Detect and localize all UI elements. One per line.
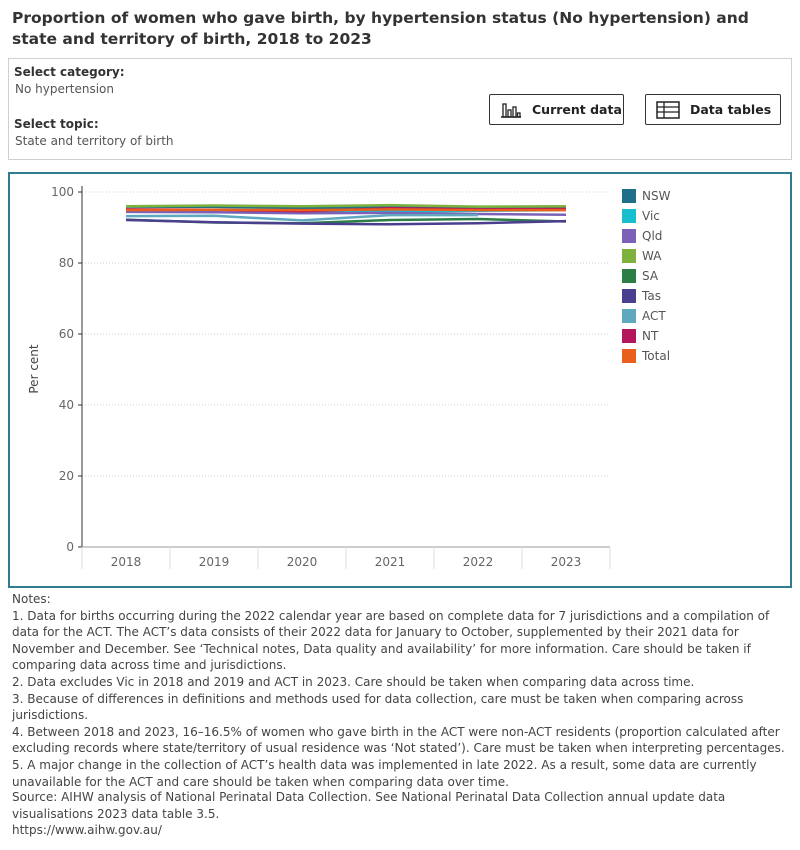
series-line-wa[interactable]	[125, 203, 567, 208]
note-item: 1. Data for births occurring during the …	[12, 608, 770, 673]
legend-item-nt[interactable]: NT	[622, 326, 670, 346]
legend-item-nsw[interactable]: NSW	[622, 186, 670, 206]
chart-legend: NSW Vic Qld WA SA Tas ACT NT Total	[622, 186, 670, 366]
current-data-button[interactable]: Current data	[489, 94, 624, 125]
series-line-qld[interactable]	[125, 210, 567, 216]
x-tick-labels: 2018 2019 2020 2021 2022 2023	[81, 547, 611, 569]
page-title: Proportion of women who gave birth, by h…	[12, 9, 749, 48]
legend-swatch	[622, 289, 636, 303]
y-tick-label: 20	[59, 469, 74, 483]
legend-label: Total	[642, 349, 671, 363]
note-item: 5. A major change in the collection of A…	[12, 757, 757, 789]
x-tick-label: 2022	[463, 555, 494, 569]
note-item: 4. Between 2018 and 2023, 16–16.5% of wo…	[12, 724, 785, 756]
legend-item-act[interactable]: ACT	[622, 306, 670, 326]
topic-select[interactable]: State and territory of birth	[15, 134, 174, 148]
legend-label: Vic	[642, 209, 660, 223]
legend-label: NSW	[642, 189, 671, 203]
series-line-total[interactable]	[125, 208, 566, 212]
category-label: Select category:	[14, 65, 125, 79]
bar-chart-icon	[501, 102, 521, 118]
note-item: 2. Data excludes Vic in 2018 and 2019 an…	[12, 674, 695, 689]
current-data-label: Current data	[532, 102, 622, 117]
legend-swatch	[622, 269, 636, 283]
filter-panel: Select category: No hypertension Select …	[8, 58, 792, 160]
legend-swatch	[622, 209, 636, 223]
x-tick-label: 2021	[375, 555, 406, 569]
y-tick-label: 60	[59, 327, 74, 341]
table-icon	[656, 100, 680, 119]
x-tick-label: 2019	[199, 555, 230, 569]
category-select[interactable]: No hypertension	[15, 82, 114, 96]
axes	[81, 186, 610, 548]
series-lines	[125, 203, 567, 226]
data-tables-button[interactable]: Data tables	[645, 94, 781, 125]
series-line-act[interactable]	[125, 213, 478, 222]
line-chart: 0 20 40 60 80 100 2018 2019 2020 2021 2022 2023 Pe…	[27, 185, 611, 569]
legend-item-qld[interactable]: Qld	[622, 226, 670, 246]
legend-label: Tas	[642, 289, 661, 303]
legend-label: ACT	[642, 309, 666, 323]
legend-item-tas[interactable]: Tas	[622, 286, 670, 306]
topic-label: Select topic:	[14, 117, 99, 131]
legend-swatch	[622, 249, 636, 263]
x-tick-label: 2018	[111, 555, 142, 569]
legend-swatch	[622, 189, 636, 203]
legend-label: WA	[642, 249, 662, 263]
legend-label: Qld	[642, 229, 663, 243]
series-line-tas[interactable]	[125, 218, 567, 226]
notes-heading: Notes:	[12, 592, 51, 606]
x-tick-label: 2020	[287, 555, 318, 569]
legend-swatch	[622, 309, 636, 323]
y-tick-label: 80	[59, 256, 74, 270]
legend-item-vic[interactable]: Vic	[622, 206, 670, 226]
legend-label: SA	[642, 269, 659, 283]
y-tick-label: 100	[51, 185, 74, 199]
source-text: Source: AIHW analysis of National Perina…	[12, 790, 726, 821]
notes-section: Notes: 1. Data for births occurring duri…	[12, 591, 792, 790]
legend-label: NT	[642, 329, 659, 343]
chart-container: 0 20 40 60 80 100 2018 2019 2020 2021 2022 2023 Pe…	[8, 172, 792, 588]
source-section: Source: AIHW analysis of National Perina…	[12, 789, 792, 839]
legend-item-wa[interactable]: WA	[622, 246, 670, 266]
source-url[interactable]: https://www.aihw.gov.au/	[12, 823, 162, 838]
y-tick-labels: 0 20 40 60 80 100	[51, 185, 74, 554]
legend-swatch	[622, 329, 636, 343]
legend-swatch	[622, 229, 636, 243]
legend-item-total[interactable]: Total	[622, 346, 670, 366]
x-tick-label: 2023	[551, 555, 582, 569]
y-axis-label: Per cent	[27, 344, 41, 394]
note-item: 3. Because of differences in definitions…	[12, 691, 744, 723]
legend-swatch	[622, 349, 636, 363]
y-tick-label: 40	[59, 398, 74, 412]
y-tick-label: 0	[66, 540, 74, 554]
legend-item-sa[interactable]: SA	[622, 266, 670, 286]
gridlines	[78, 191, 610, 548]
data-tables-label: Data tables	[690, 102, 772, 117]
